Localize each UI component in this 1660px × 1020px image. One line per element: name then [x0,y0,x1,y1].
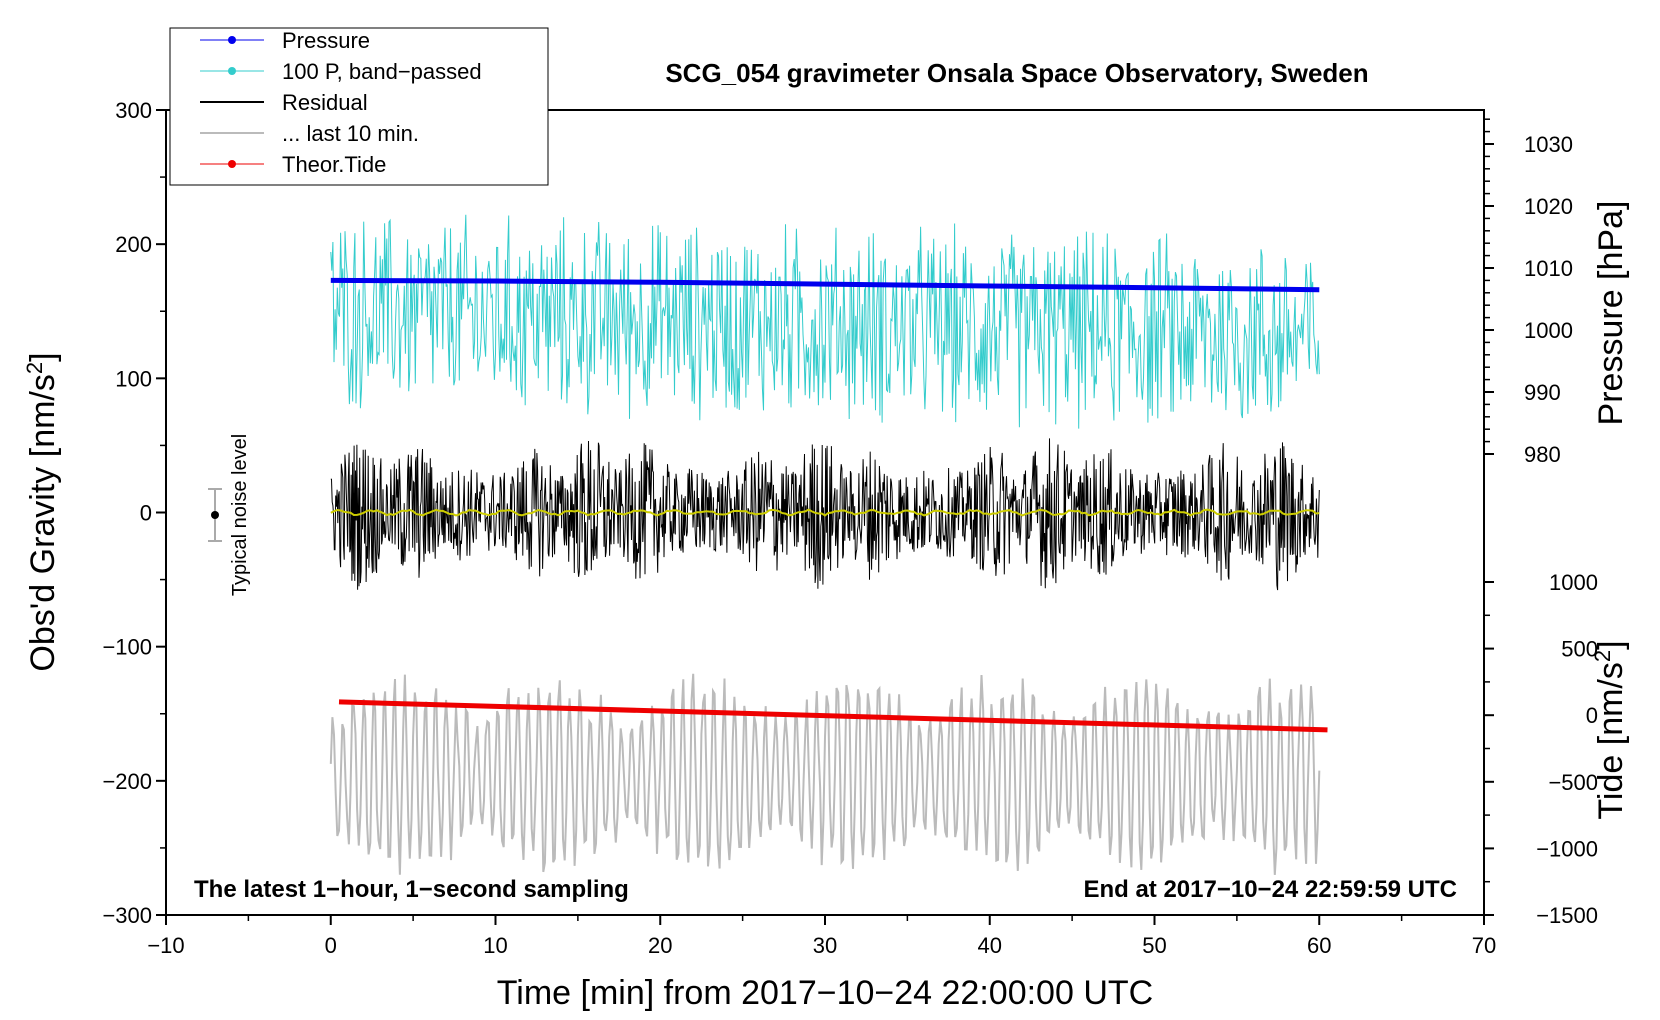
x-tick-label: −10 [147,933,184,958]
legend-swatch-dot [228,36,236,44]
legend-label: 100 P, band−passed [282,59,482,84]
y-axis-gravity-label: Obs'd Gravity [nm/s2] [22,352,63,671]
x-tick-label: 10 [483,933,507,958]
series-last-10-min [329,673,1321,875]
noise-indicator: Typical noise level [208,434,251,596]
x-axis-label: Time [min] from 2017−10−24 22:00:00 UTC [497,974,1153,1012]
y-axis-pressure: 1030 1020 1010 1000 990 980 [1484,118,1573,467]
y-tick-label: −300 [102,903,152,928]
x-tick-label: 40 [978,933,1002,958]
legend-box [169,27,549,186]
pressure-tick-label: 1030 [1524,132,1573,157]
series-pressure [330,277,1320,293]
pressure-tick-label: 1020 [1524,194,1573,219]
y-axis-tide: 1000 500 0 −500 −1000 −1500 [1484,570,1598,928]
y-tick-label: −200 [102,769,152,794]
y-axis-gravity: 300 200 100 0 −100 −200 −300 [102,98,166,928]
legend: Pressure 100 P, band−passed Residual ... la… [169,27,549,186]
legend-label: Pressure [282,28,370,53]
legend-label: Residual [282,90,368,115]
chart-title: SCG_054 gravimeter Onsala Space Observat… [665,58,1368,88]
tide-tick-label: −1000 [1536,836,1598,861]
series-band-passed [330,214,1320,429]
legend-swatch-dot [228,67,236,75]
y-axis-gravity-label-sup: 2 [22,362,47,374]
tide-tick-label: 500 [1561,637,1598,662]
y-axis-tide-label-sup: 2 [1590,650,1615,662]
y-tick-label: 0 [140,501,152,526]
x-tick-label: 60 [1307,933,1331,958]
x-tick-label: 70 [1472,933,1496,958]
pressure-tick-label: 980 [1524,442,1561,467]
noise-point [211,511,219,519]
y-axis-gravity-label-end: ] [24,352,62,361]
y-tick-label: −100 [102,635,152,660]
y-tick-label: 100 [115,366,152,391]
y-tick-label: 200 [115,232,152,257]
y-axis-pressure-label: Pressure [hPa] [1592,201,1630,426]
series-residual [330,438,1320,591]
legend-label: ... last 10 min. [282,121,419,146]
y-axis-tide-label-end: ] [1592,640,1630,649]
tide-tick-label: 0 [1586,703,1598,728]
series-layer [329,214,1328,875]
y-axis-tide-label: Tide [nm/s2] [1590,640,1631,819]
noise-label: Typical noise level [229,434,251,596]
legend-swatch-dot [228,160,236,168]
y-axis-gravity-label-text: Obs'd Gravity [nm/s [24,374,62,671]
x-axis: −10 0 10 20 30 40 50 60 70 [147,915,1496,958]
annotation-bottom-left: The latest 1−hour, 1−second sampling [194,876,629,903]
x-tick-label: 50 [1142,933,1166,958]
x-tick-label: 20 [648,933,672,958]
series-residual-mean [330,508,1320,517]
y-tick-label: 300 [115,98,152,123]
tide-tick-label: −1500 [1536,903,1598,928]
x-tick-label: 0 [325,933,337,958]
tide-tick-label: −500 [1548,770,1598,795]
annotation-bottom-right: End at 2017−10−24 22:59:59 UTC [1083,876,1457,903]
pressure-tick-label: 1010 [1524,256,1573,281]
tide-tick-label: 1000 [1549,570,1598,595]
pressure-tick-label: 1000 [1524,318,1573,343]
series-theor-tide [338,699,1328,733]
legend-label: Theor.Tide [282,152,386,177]
pressure-tick-label: 990 [1524,380,1561,405]
x-tick-label: 30 [813,933,837,958]
y-axis-tide-label-text: Tide [nm/s [1592,662,1630,819]
